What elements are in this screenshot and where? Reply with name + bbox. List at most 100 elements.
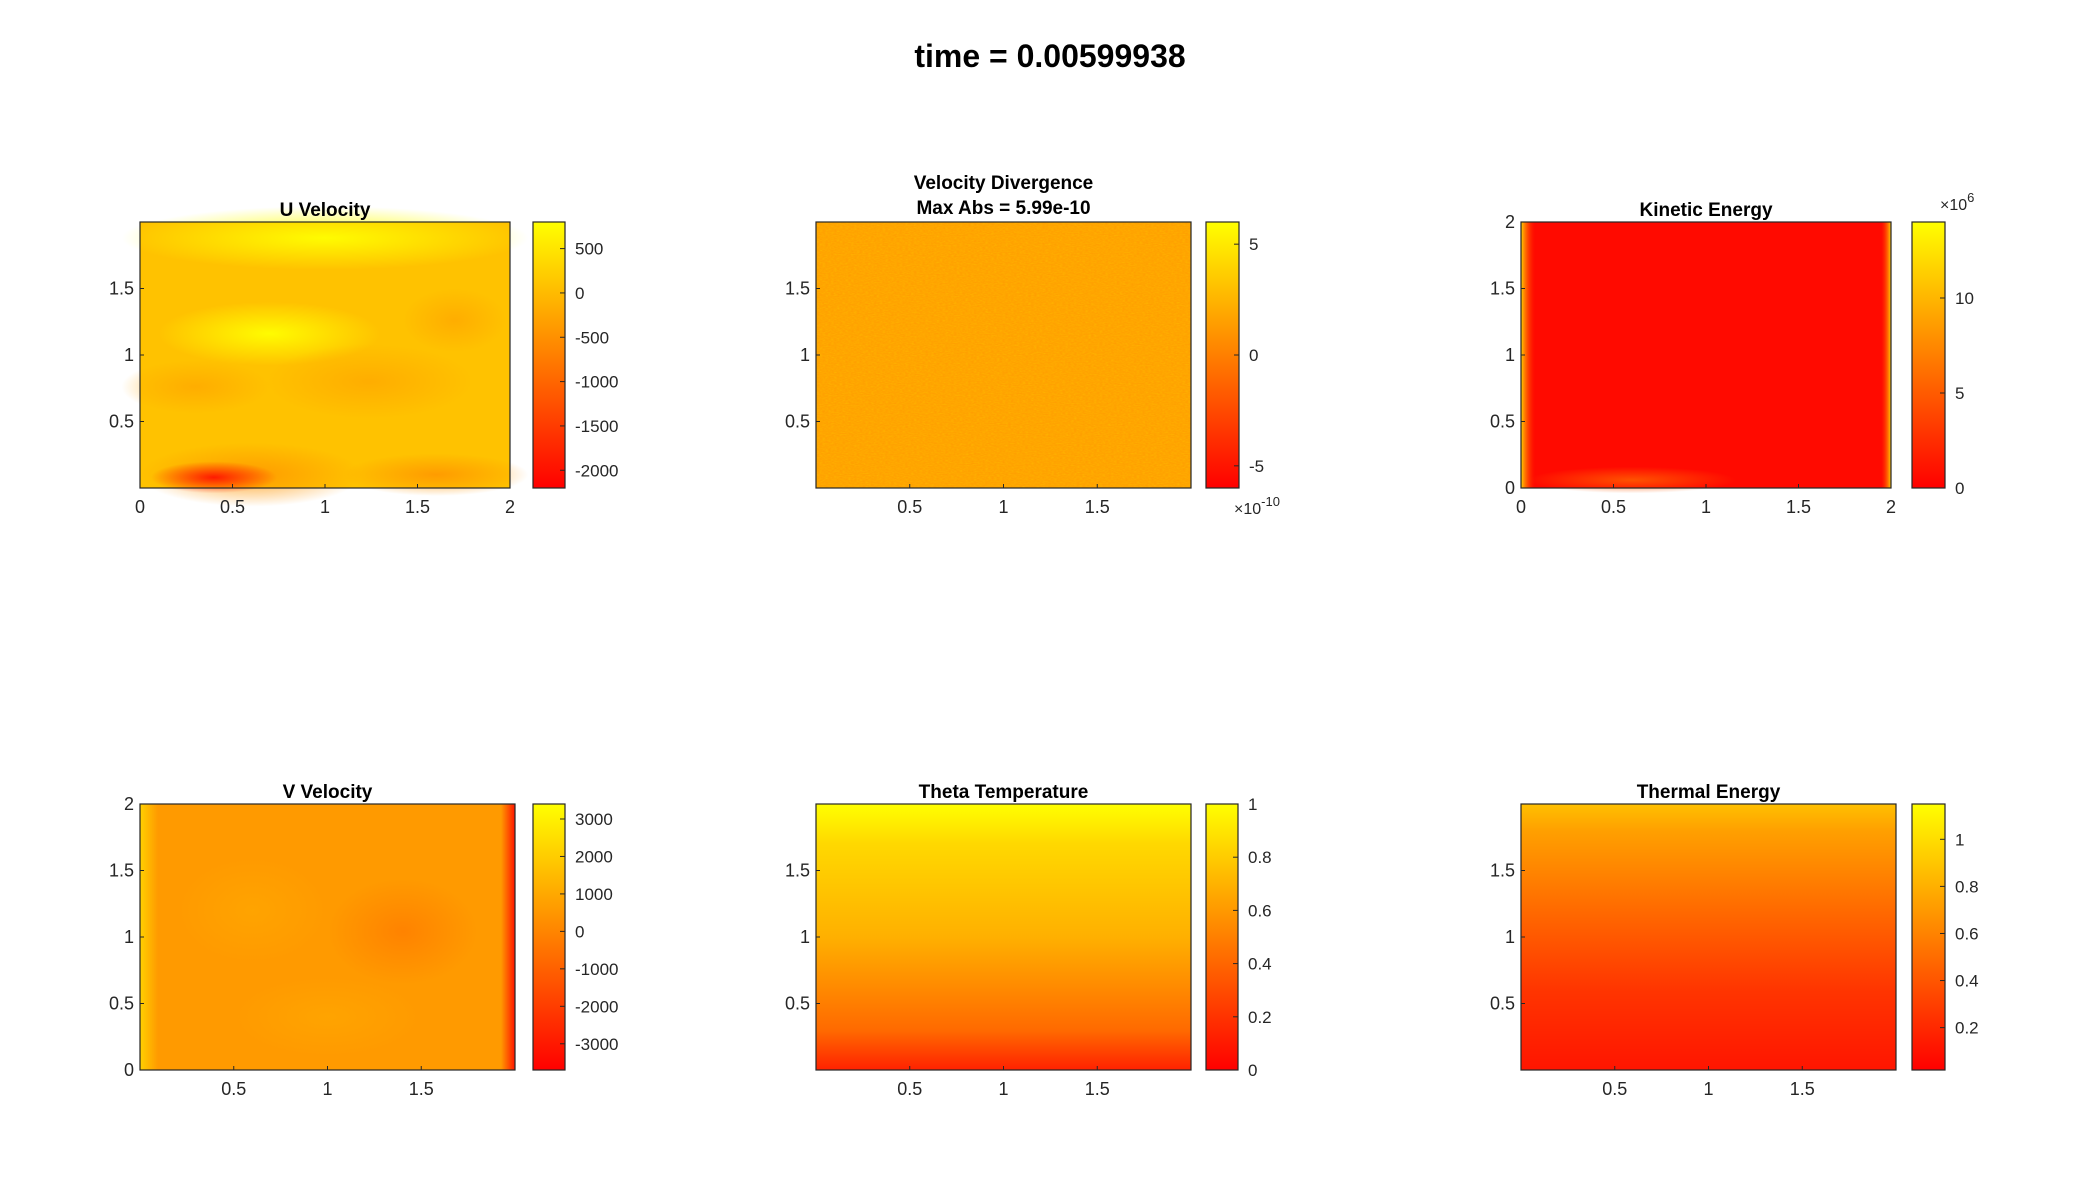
- x-tick-label: 1: [320, 497, 330, 517]
- x-tick-label: 0.5: [1602, 1079, 1627, 1099]
- x-tick-label: 1.5: [1790, 1079, 1815, 1099]
- colorbar-gradient: [532, 221, 566, 489]
- colorbar: 1 0.8 0.6 0.4 0.2 0: [1205, 795, 1272, 1080]
- y-tick-label: 1: [800, 345, 810, 365]
- colorbar-tick-label: -1500: [575, 417, 618, 436]
- x-tick-label: 1: [1703, 1079, 1713, 1099]
- x-tick-label: 0: [1516, 497, 1526, 517]
- subplot-5: 0.5 1 1.5 0.5 1 1.5 Theta Temperature 1 0.8 0.6 0.…: [785, 782, 1272, 1099]
- x-tick-label: 1.5: [1786, 497, 1811, 517]
- colorbar-tick-label: 1: [1248, 795, 1257, 814]
- x-tick-label: 1.5: [409, 1079, 434, 1099]
- heatmap-image: [816, 804, 1191, 1070]
- subplot-6: 0.5 1 1.5 0.5 1 1.5 Thermal Energy 1 0.8 0.6 0.4 0.…: [1490, 782, 1979, 1099]
- y-tick-label: 1.5: [785, 279, 810, 299]
- y-tick-label: 1.5: [785, 861, 810, 881]
- colorbar-tick-label: 0.2: [1955, 1019, 1979, 1038]
- colorbar-tick-label: 1: [1955, 830, 1964, 849]
- subplot-1: 0 0.5 1 1.5 2 0.5 1 1.5 U Velocity 500 0 -500 -1000 -…: [109, 200, 619, 517]
- colorbar: 1 0.8 0.6 0.4 0.2: [1911, 803, 1979, 1071]
- heatmap-image: [816, 222, 1191, 488]
- colorbar: 10 5 0 ×106: [1911, 190, 1974, 498]
- colorbar-gradient: [1205, 803, 1239, 1071]
- subplot-subtitle: Max Abs = 5.99e-10: [916, 198, 1090, 219]
- subplot-3: 0 0.5 1 1.5 2 0 0.5 1 1.5 2 Kinetic Energy 10 5 0 ×106: [1490, 190, 1974, 517]
- colorbar-tick-label: 0.6: [1248, 901, 1272, 920]
- x-tick-label: 1: [998, 1079, 1008, 1099]
- y-tick-label: 0.5: [785, 412, 810, 432]
- colorbar-tick-label: -2000: [575, 461, 618, 480]
- subplot-title: V Velocity: [283, 782, 373, 803]
- x-tick-label: 0.5: [897, 1079, 922, 1099]
- y-tick-label: 1: [1505, 927, 1515, 947]
- x-tick-label: 1.5: [1085, 1079, 1110, 1099]
- y-tick-label: 2: [1505, 212, 1515, 232]
- heatmap-image: [121, 206, 529, 507]
- subplot-4: 0.5 1 1.5 0 0.5 1 1.5 2 V Velocity 3000 2000 1000 0 -…: [109, 782, 619, 1099]
- colorbar-gradient: [1205, 221, 1240, 489]
- colorbar-tick-label: 0.6: [1955, 924, 1979, 943]
- x-tick-label: 1: [998, 497, 1008, 517]
- colorbar-tick-label: -500: [575, 328, 609, 347]
- y-tick-label: 1: [1505, 345, 1515, 365]
- colorbar-tick-label: 2000: [575, 847, 613, 866]
- y-tick-label: 0.5: [109, 412, 134, 432]
- colorbar-gradient: [1911, 221, 1946, 489]
- colorbar-tick-label: -5: [1249, 457, 1264, 476]
- heatmap-image: [1521, 804, 1896, 1070]
- y-tick-label: 1: [124, 345, 134, 365]
- subplot-title: Kinetic Energy: [1639, 200, 1772, 221]
- subplot-2: 0.5 1 1.5 0.5 1 1.5 Velocity Divergence Max Abs…: [785, 173, 1280, 518]
- y-tick-label: 0.5: [1490, 412, 1515, 432]
- colorbar-tick-label: 0: [575, 922, 584, 941]
- y-tick-label: 0.5: [785, 994, 810, 1014]
- colorbar-exponent: ×106: [1940, 190, 1974, 214]
- colorbar-tick-label: 0.8: [1248, 848, 1272, 867]
- x-tick-label: 0.5: [1601, 497, 1626, 517]
- colorbar-tick-label: 0: [1955, 479, 1964, 498]
- colorbar-tick-label: 3000: [575, 810, 613, 829]
- axes-layer: 0 0.5 1 1.5 20.511.5U Velocity5000-500-1000-…: [109, 173, 1979, 1099]
- colorbar-tick-label: 1000: [575, 885, 613, 904]
- x-tick-label: 0.5: [221, 1079, 246, 1099]
- x-tick-label: 1.5: [405, 497, 430, 517]
- colorbar-tick-label: 500: [575, 240, 603, 259]
- colorbar-tick-label: 0.4: [1248, 955, 1272, 974]
- subplot-title: Thermal Energy: [1637, 782, 1781, 803]
- colorbar-tick-label: 10: [1955, 289, 1974, 308]
- colorbar-tick-label: 5: [1249, 235, 1258, 254]
- x-tick-label: 2: [505, 497, 515, 517]
- colorbar-tick-label: 0.2: [1248, 1008, 1272, 1027]
- colorbar-tick-label: -2000: [575, 997, 618, 1016]
- x-tick-label: 1.5: [1085, 497, 1110, 517]
- colorbar-tick-label: -1000: [575, 373, 618, 392]
- y-tick-label: 1: [800, 927, 810, 947]
- colorbar-exponent: ×10-10: [1234, 494, 1280, 518]
- colorbar: 500 0 -500 -1000 -1500 -2000: [532, 221, 618, 489]
- x-tick-label: 2: [1886, 497, 1896, 517]
- x-tick-label: 1: [1701, 497, 1711, 517]
- y-tick-label: 1.5: [109, 279, 134, 299]
- y-tick-label: 1.5: [109, 861, 134, 881]
- y-tick-label: 1.5: [1490, 279, 1515, 299]
- colorbar-tick-label: 5: [1955, 384, 1964, 403]
- y-tick-label: 0: [1505, 478, 1515, 498]
- colorbar-tick-label: 0: [575, 284, 584, 303]
- y-tick-label: 0.5: [1490, 994, 1515, 1014]
- x-tick-label: 0.5: [897, 497, 922, 517]
- colorbar-tick-label: 0.4: [1955, 972, 1979, 991]
- colorbar: 5 0 -5 ×10-10: [1205, 221, 1280, 518]
- x-tick-label: 0: [135, 497, 145, 517]
- colorbar-tick-label: 0.8: [1955, 877, 1979, 896]
- x-tick-label: 0.5: [220, 497, 245, 517]
- heatmap-image: [140, 804, 515, 1070]
- subplot-title: U Velocity: [280, 200, 371, 221]
- colorbar-tick-label: -1000: [575, 960, 618, 979]
- subplot-title: Velocity Divergence: [914, 173, 1094, 194]
- colorbar-tick-label: 0: [1248, 1061, 1257, 1080]
- colorbar: 3000 2000 1000 0 -1000 -2000 -3000: [532, 803, 618, 1071]
- x-tick-label: 1: [322, 1079, 332, 1099]
- y-tick-label: 0: [124, 1060, 134, 1080]
